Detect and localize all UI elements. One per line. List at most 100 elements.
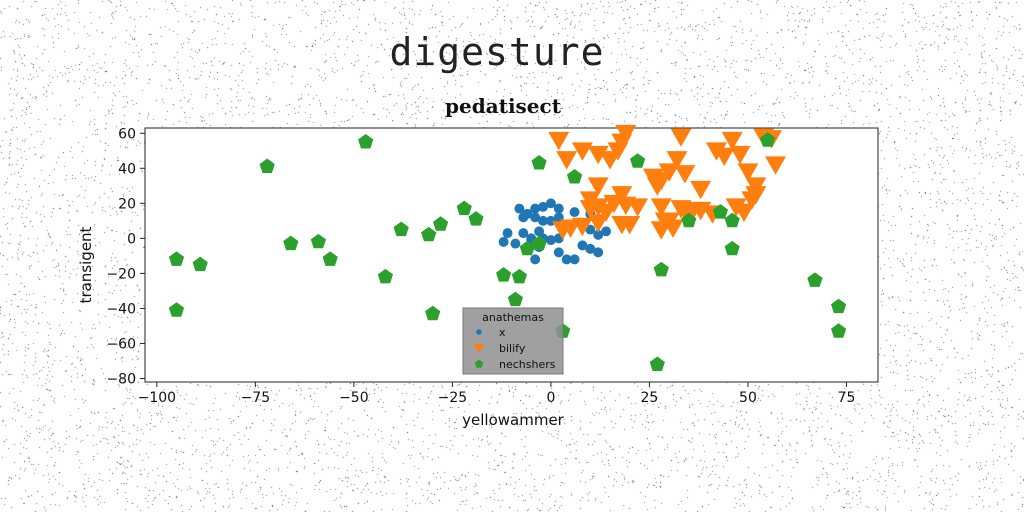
x-tick-label: 50 [739, 390, 757, 406]
legend-marker-bilify [473, 343, 485, 353]
point-nechshers [712, 204, 728, 219]
point-x [514, 203, 525, 214]
x-tick-label: −25 [438, 390, 468, 406]
point-x [553, 247, 564, 258]
point-nechshers [168, 302, 185, 317]
legend-marker-nechshers [474, 359, 484, 368]
point-x [510, 238, 521, 249]
point-x [545, 215, 556, 226]
point-x [530, 203, 541, 214]
point-nechshers [421, 226, 437, 242]
point-bilify [729, 145, 751, 165]
point-bilify [650, 198, 672, 217]
point-bilify [571, 142, 593, 161]
y-tick-label: −20 [106, 266, 136, 282]
point-nechshers [425, 305, 441, 321]
point-nechshers [358, 134, 374, 149]
point-nechshers [192, 256, 208, 272]
x-tick-label: 25 [641, 390, 659, 406]
point-nechshers [724, 240, 740, 256]
legend-marker-x [476, 329, 482, 335]
y-tick-label: 0 [127, 231, 136, 247]
x-axis-label: yellowammer [462, 411, 565, 429]
point-bilify [674, 165, 696, 184]
point-nechshers [531, 235, 547, 251]
point-nechshers [649, 356, 665, 371]
point-nechshers [322, 251, 338, 266]
point-nechshers [168, 251, 185, 266]
point-bilify [571, 217, 593, 237]
y-tick-label: 60 [118, 126, 136, 142]
point-x [530, 212, 541, 223]
point-x [518, 228, 529, 239]
point-nechshers [831, 298, 847, 314]
x-tick-label: −75 [241, 390, 271, 406]
y-tick-label: 20 [118, 196, 136, 212]
point-nechshers [531, 155, 547, 170]
point-bilify [670, 128, 692, 147]
point-nechshers [511, 268, 527, 284]
point-x [569, 254, 580, 265]
point-bilify [745, 186, 767, 205]
point-nechshers [433, 216, 449, 231]
point-x [498, 236, 509, 247]
point-bilify [587, 214, 609, 233]
point-x [502, 228, 513, 239]
point-nechshers [310, 233, 326, 249]
legend-label-x: x [499, 326, 506, 339]
legend-label-nechshers: nechshers [499, 358, 556, 371]
point-nechshers [760, 132, 776, 147]
point-nechshers [393, 221, 409, 237]
point-nechshers [831, 323, 847, 338]
figure-suptitle: digesture [389, 30, 605, 74]
point-bilify [627, 198, 649, 217]
point-x [545, 198, 556, 209]
axis-ticks: −100 −75 −50 −25 0 25 50 75 −80 −60 −40 −20 0 20 40 60 [106, 126, 855, 406]
legend: anathemas x bilify nechshers [462, 307, 564, 375]
point-nechshers [496, 267, 512, 282]
point-bilify [737, 163, 759, 182]
point-bilify [765, 156, 787, 175]
point-bilify [733, 203, 755, 223]
point-nechshers [653, 261, 669, 277]
point-nechshers [807, 272, 823, 287]
point-x [585, 243, 596, 254]
point-bilify [690, 180, 712, 200]
point-x [538, 215, 548, 226]
x-tick-label: 0 [546, 390, 555, 406]
point-nechshers [283, 235, 299, 251]
legend-title: anathemas [482, 311, 544, 324]
y-tick-label: −80 [106, 371, 136, 387]
point-x [534, 226, 545, 237]
point-x [601, 226, 612, 237]
point-nechshers [519, 240, 535, 256]
point-nechshers [507, 291, 523, 307]
point-x [569, 207, 580, 218]
point-x [593, 229, 604, 240]
point-x [561, 254, 572, 265]
point-bilify [658, 163, 680, 182]
point-nechshers [456, 200, 472, 216]
point-nechshers [724, 212, 740, 228]
point-bilify [646, 177, 668, 196]
point-bilify [611, 186, 633, 205]
point-nechshers [681, 212, 697, 228]
point-x [553, 203, 564, 214]
point-bilify [611, 215, 633, 235]
point-bilify [587, 177, 609, 196]
point-x [577, 240, 588, 251]
point-bilify [666, 151, 688, 170]
x-tick-label: 75 [838, 390, 856, 406]
point-bilify [721, 131, 743, 151]
y-tick-label: −40 [106, 301, 136, 317]
point-nechshers [630, 153, 646, 168]
point-x [530, 254, 541, 265]
x-tick-label: −50 [339, 390, 369, 406]
point-x [538, 201, 548, 212]
point-bilify [556, 151, 578, 170]
point-nechshers [566, 169, 583, 184]
point-bilify [611, 133, 633, 152]
chart-title: pedatisect [445, 94, 562, 118]
point-bilify [548, 131, 570, 151]
